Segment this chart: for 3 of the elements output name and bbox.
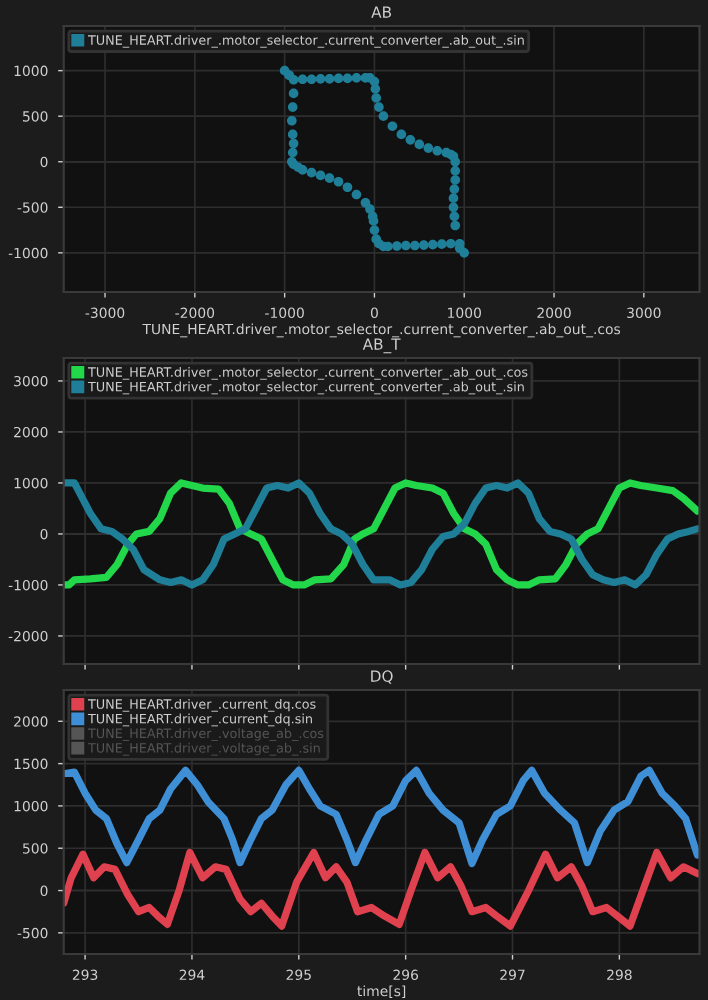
line-series [63, 479, 700, 589]
line-series [63, 766, 700, 868]
line-series [63, 848, 700, 930]
